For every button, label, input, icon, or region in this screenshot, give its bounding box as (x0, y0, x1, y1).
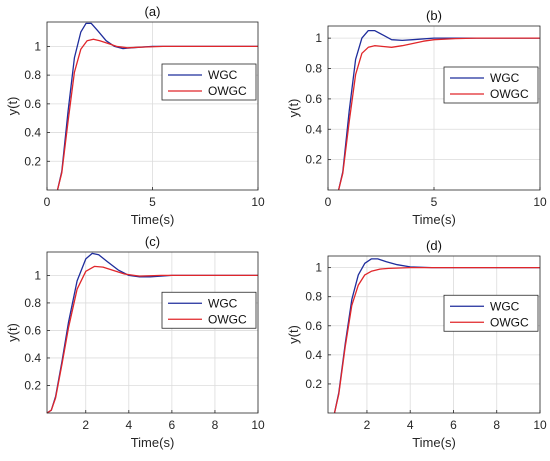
y-tick-label: 0.6 (24, 97, 41, 111)
y-tick-label: 1 (34, 268, 41, 282)
legend-label: OWGC (490, 315, 529, 329)
y-tick-label: 0.4 (24, 126, 41, 140)
legend-box (161, 63, 257, 101)
subplot-title: (b) (426, 8, 442, 23)
y-tick-label: 0.6 (305, 319, 322, 333)
x-tick-label: 8 (212, 418, 219, 432)
x-tick-label: 10 (533, 195, 547, 209)
subplot-title: (c) (145, 234, 160, 249)
y-tick-label: 0.2 (24, 378, 41, 392)
legend-box (443, 294, 539, 332)
y-tick-label: 1 (315, 261, 322, 275)
series-line-owgc (337, 37, 540, 191)
legend: WGC OWGC (161, 63, 257, 101)
y-axis-label: y(t) (5, 323, 20, 342)
subplot-title: (a) (145, 4, 161, 19)
x-tick-label: 6 (169, 418, 176, 432)
y-tick-label: 1 (34, 39, 41, 53)
x-tick-label: 4 (407, 418, 414, 432)
subplot-3: 2 4 6 8 10 0.2 0.4 0.6 0.8 1 (c) Time(s) y(t) WGC OWGC (5, 234, 265, 450)
x-tick-label: 4 (125, 418, 132, 432)
y-tick-label: 0.8 (305, 290, 322, 304)
y-axis-label: y(t) (5, 97, 20, 116)
y-axis-label: y(t) (286, 325, 301, 344)
x-tick-label: 8 (493, 418, 500, 432)
legend-box (443, 66, 539, 104)
x-tick-label: 0 (325, 195, 332, 209)
series-line-owgc (56, 38, 258, 191)
x-axis-label: Time(s) (131, 212, 175, 227)
x-tick-label: 6 (450, 418, 457, 432)
x-tick-label: 2 (364, 418, 371, 432)
subplot-1: 0 5 10 0.2 0.4 0.6 0.8 1 (a) Time(s) y(t) WGC OWGC (5, 4, 265, 227)
legend-label: OWGC (208, 312, 247, 326)
x-tick-label: 10 (251, 418, 265, 432)
x-tick-label: 10 (533, 418, 547, 432)
legend-label: WGC (490, 299, 520, 313)
series-line-owgc (333, 266, 540, 414)
subplot-2: 0 5 10 0.2 0.4 0.6 0.8 1 (b) Time(s) y(t) WGC OWGC (286, 8, 547, 227)
legend-label: OWGC (208, 84, 247, 98)
y-tick-label: 0.8 (24, 68, 41, 82)
y-tick-label: 0.8 (24, 296, 41, 310)
x-tick-label: 5 (431, 195, 438, 209)
y-tick-label: 0.4 (305, 122, 322, 136)
legend: WGC OWGC (443, 294, 539, 332)
legend-label: OWGC (490, 87, 529, 101)
subplot-title: (d) (426, 238, 442, 253)
legend-label: WGC (490, 71, 520, 85)
y-tick-label: 0.6 (305, 92, 322, 106)
y-tick-label: 0.6 (24, 323, 41, 337)
legend: WGC OWGC (443, 66, 539, 104)
series-line-wgc (337, 29, 540, 191)
y-tick-label: 0.2 (305, 153, 322, 167)
plot-area (328, 256, 540, 413)
legend-label: WGC (208, 68, 238, 82)
axes-frame (46, 251, 259, 414)
y-tick-label: 0.8 (305, 62, 322, 76)
subplot-4: 2 4 6 8 10 0.2 0.4 0.6 0.8 1 (d) Time(s) y(t) WGC OWGC (286, 238, 547, 450)
x-axis-label: Time(s) (131, 435, 175, 450)
x-axis-label: Time(s) (412, 212, 456, 227)
x-tick-label: 5 (149, 195, 156, 209)
x-tick-label: 0 (44, 195, 51, 209)
y-axis-label: y(t) (286, 99, 301, 118)
x-axis-label: Time(s) (412, 435, 456, 450)
series-line-owgc (46, 265, 258, 414)
y-tick-label: 0.4 (305, 348, 322, 362)
y-tick-label: 0.2 (305, 377, 322, 391)
x-tick-label: 10 (251, 195, 265, 209)
legend-box (161, 291, 257, 329)
x-tick-label: 2 (82, 418, 89, 432)
y-tick-label: 0.2 (24, 154, 41, 168)
axes-frame (327, 255, 541, 414)
y-tick-label: 1 (315, 31, 322, 45)
legend: WGC OWGC (161, 291, 257, 329)
y-tick-label: 0.4 (24, 351, 41, 365)
legend-label: WGC (208, 296, 238, 310)
